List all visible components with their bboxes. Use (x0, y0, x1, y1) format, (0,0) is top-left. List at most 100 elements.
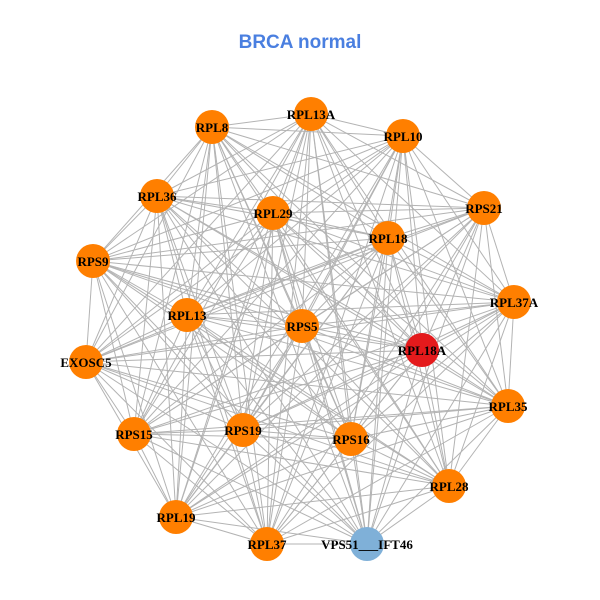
node-label-rpl13a: RPL13A (287, 107, 336, 122)
node-rps15: RPS15 (115, 417, 153, 451)
edge-rpl36-rps5 (156, 195, 303, 327)
edge-rps5-exosc5 (85, 325, 303, 363)
edge-rpl13a-rpl18a (310, 113, 423, 351)
node-circle-rpl19 (159, 500, 193, 534)
edge-rpl18-rpl13 (186, 237, 389, 316)
node-rpl29: RPL29 (254, 196, 294, 230)
edge-rps9-rps5 (92, 260, 303, 327)
edge-rpl8-rpl29 (211, 126, 274, 214)
edge-rpl18-rps16 (350, 237, 389, 440)
edge-rps19-rpl28 (242, 429, 450, 487)
edge-rpl29-rpl13 (186, 212, 274, 316)
edge-rps15-rpl28 (133, 433, 450, 487)
edge-rpl10-rpl13 (186, 135, 404, 316)
node-rps9: RPS9 (76, 244, 110, 278)
edge-rps19-rps15 (133, 429, 244, 435)
node-circle-rpl29 (256, 196, 290, 230)
node-rps5: RPS5 (285, 309, 319, 343)
figure-title: BRCA normal (239, 32, 362, 53)
edge-rpl36-rpl37a (156, 195, 515, 303)
edge-rpl13-rpl28 (186, 314, 450, 487)
node-rpl37a: RPL37A (490, 285, 539, 319)
edge-rpl37a-rps19 (242, 301, 515, 431)
edge-rpl18a-rpl28 (421, 349, 450, 487)
node-label-rpl13: RPL13 (168, 308, 208, 323)
node-label-rpl37: RPL37 (248, 537, 288, 552)
node-rps19: RPS19 (224, 413, 262, 447)
node-label-rpl8: RPL8 (196, 120, 229, 135)
node-rpl13a: RPL13A (287, 97, 336, 131)
edge-rpl36-rps21 (156, 195, 485, 209)
edge-rpl13a-rps19 (242, 113, 312, 431)
node-label-exosc5: EXOSC5 (60, 355, 112, 370)
edge-rps21-rpl13 (186, 207, 485, 316)
node-rpl35: RPL35 (489, 389, 529, 423)
edge-rps5-rpl18a (301, 325, 423, 351)
edge-rpl37a-rpl13 (186, 301, 515, 316)
edge-rps9-rps15 (92, 260, 135, 435)
edge-rps16-vps51___ift46 (350, 438, 368, 545)
edge-rpl13a-rpl18 (310, 113, 389, 239)
edge-rps21-rps9 (92, 207, 485, 262)
edge-rpl18a-rpl35 (421, 349, 509, 407)
edge-rps15-rpl37 (133, 433, 268, 545)
edge-rpl8-exosc5 (85, 126, 213, 363)
node-rpl13: RPL13 (168, 298, 208, 332)
edge-rpl29-rps15 (133, 212, 274, 435)
edge-rpl10-rps9 (92, 135, 404, 262)
edge-rpl13-rpl35 (186, 314, 509, 407)
edge-rpl10-rpl35 (402, 135, 509, 407)
node-circle-exosc5 (69, 345, 103, 379)
edge-rpl18-rpl18a (387, 237, 423, 351)
edge-rpl18a-vps51___ift46 (366, 349, 423, 545)
edge-rpl37a-rps15 (133, 301, 515, 435)
edge-rpl37a-rpl35 (507, 301, 515, 407)
node-rpl19: RPL19 (157, 500, 196, 534)
edge-rpl29-rpl18 (272, 212, 389, 239)
node-circle-rpl10 (386, 119, 420, 153)
edge-rpl36-rpl37 (156, 195, 268, 545)
edge-rps21-rps16 (350, 207, 485, 440)
node-circle-rpl28 (432, 469, 466, 503)
edge-rpl10-rpl29 (272, 135, 404, 214)
edge-rps5-rpl37 (266, 325, 303, 545)
edge-rpl36-rpl35 (156, 195, 509, 407)
edge-rpl13-rps5 (186, 314, 303, 327)
node-circle-rps9 (76, 244, 110, 278)
node-rps21: RPS21 (465, 191, 503, 225)
edge-rpl18-rpl37 (266, 237, 389, 545)
edge-rpl18a-exosc5 (85, 349, 423, 363)
edge-rpl10-rps21 (402, 135, 485, 209)
nodes-layer: RPL8 RPL13A RPL10 RPL36 RPL29 RPS21 RPL18 RPS9 R… (60, 97, 539, 561)
node-circle-rps19 (226, 413, 260, 447)
edge-rps5-rps19 (242, 325, 303, 431)
node-label-rpl37a: RPL37A (490, 295, 539, 310)
edge-rpl29-rpl28 (272, 212, 450, 487)
edge-rps21-exosc5 (85, 207, 485, 363)
edge-exosc5-rps16 (85, 361, 352, 440)
edge-rpl10-rpl37a (402, 135, 515, 303)
edge-rpl13a-rpl35 (310, 113, 509, 407)
edge-rps19-rps16 (242, 429, 352, 440)
node-circle-rps16 (334, 422, 368, 456)
edge-rpl36-vps51___ift46 (156, 195, 368, 545)
edge-rpl10-rpl18a (402, 135, 423, 351)
node-label-rpl35: RPL35 (489, 399, 529, 414)
edge-rpl36-rpl29 (156, 195, 274, 214)
node-rpl37: RPL37 (248, 527, 288, 561)
node-label-rpl29: RPL29 (254, 206, 294, 221)
edge-rpl35-rps19 (242, 405, 509, 431)
node-circle-rps15 (117, 417, 151, 451)
node-label-rps15: RPS15 (115, 427, 153, 442)
edge-rpl29-rpl35 (272, 212, 509, 407)
edge-rpl13-rpl19 (175, 314, 188, 518)
edge-rps21-rpl35 (483, 207, 509, 407)
edge-rps21-rpl28 (448, 207, 485, 487)
edge-rpl18-rpl35 (387, 237, 509, 407)
node-rpl28: RPL28 (430, 469, 469, 503)
node-circle-rpl13 (170, 298, 204, 332)
node-label-vps51-ift46: VPS51___IFT46 (321, 537, 413, 552)
edge-rps15-vps51___ift46 (133, 433, 368, 545)
edge-rps16-rpl28 (350, 438, 450, 487)
node-circle-rpl36 (140, 179, 174, 213)
